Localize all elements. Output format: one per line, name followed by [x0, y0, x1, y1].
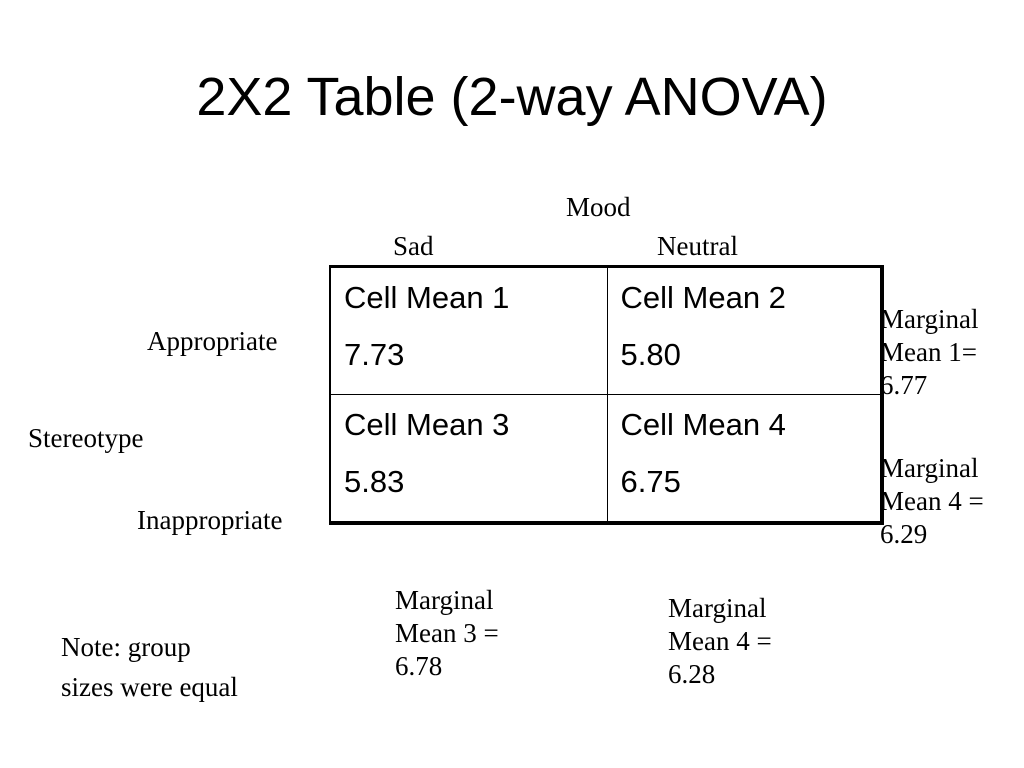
marginal-line: Marginal — [880, 453, 979, 483]
cell-mean-4: Cell Mean 4 6.75 — [606, 394, 883, 523]
cell-label: Cell Mean 3 — [344, 407, 510, 442]
marginal-line: Mean 4 = — [668, 626, 772, 656]
column-level-neutral: Neutral — [657, 231, 738, 261]
marginal-value: 6.77 — [880, 370, 928, 400]
group-size-note: Note: group sizes were equal — [61, 627, 238, 707]
marginal-line: Mean 4 = — [880, 486, 984, 516]
column-factor-label: Mood — [566, 192, 631, 222]
cell-mean-2: Cell Mean 2 5.80 — [606, 266, 883, 395]
marginal-line: Marginal — [880, 304, 979, 334]
marginal-value: 6.28 — [668, 659, 716, 689]
cell-value: 7.73 — [344, 337, 405, 372]
cell-value: 6.75 — [620, 464, 681, 499]
cell-value: 5.80 — [620, 337, 681, 372]
marginal-mean-col-1: Marginal Mean 3 = 6.78 — [395, 584, 499, 683]
slide-title: 2X2 Table (2-way ANOVA) — [196, 67, 828, 127]
column-level-sad: Sad — [393, 231, 434, 261]
marginal-line: Marginal — [668, 593, 767, 623]
table-row: Cell Mean 3 5.83 Cell Mean 4 6.75 — [329, 394, 883, 523]
note-line: sizes were equal — [61, 672, 238, 702]
cell-label: Cell Mean 2 — [620, 280, 786, 315]
marginal-line: Mean 3 = — [395, 618, 499, 648]
marginal-mean-col-2: Marginal Mean 4 = 6.28 — [668, 592, 772, 691]
note-line: Note: group — [61, 632, 191, 662]
cell-mean-1: Cell Mean 1 7.73 — [329, 266, 608, 395]
row-factor-label: Stereotype — [28, 423, 144, 453]
row-level-appropriate: Appropriate — [147, 326, 278, 356]
cell-mean-3: Cell Mean 3 5.83 — [329, 394, 608, 523]
table-row: Cell Mean 1 7.73 Cell Mean 2 5.80 — [329, 266, 883, 395]
marginal-line: Marginal — [395, 585, 494, 615]
marginal-mean-row-1: Marginal Mean 1= 6.77 — [880, 303, 978, 402]
cell-means-table: Cell Mean 1 7.73 Cell Mean 2 5.80 Cell M… — [329, 265, 884, 525]
marginal-mean-row-2: Marginal Mean 4 = 6.29 — [880, 452, 984, 551]
marginal-value: 6.78 — [395, 651, 443, 681]
marginal-value: 6.29 — [880, 519, 928, 549]
cell-label: Cell Mean 4 — [620, 407, 786, 442]
cell-label: Cell Mean 1 — [344, 280, 510, 315]
row-level-inappropriate: Inappropriate — [137, 505, 283, 535]
cell-value: 5.83 — [344, 464, 405, 499]
marginal-line: Mean 1= — [880, 337, 977, 367]
